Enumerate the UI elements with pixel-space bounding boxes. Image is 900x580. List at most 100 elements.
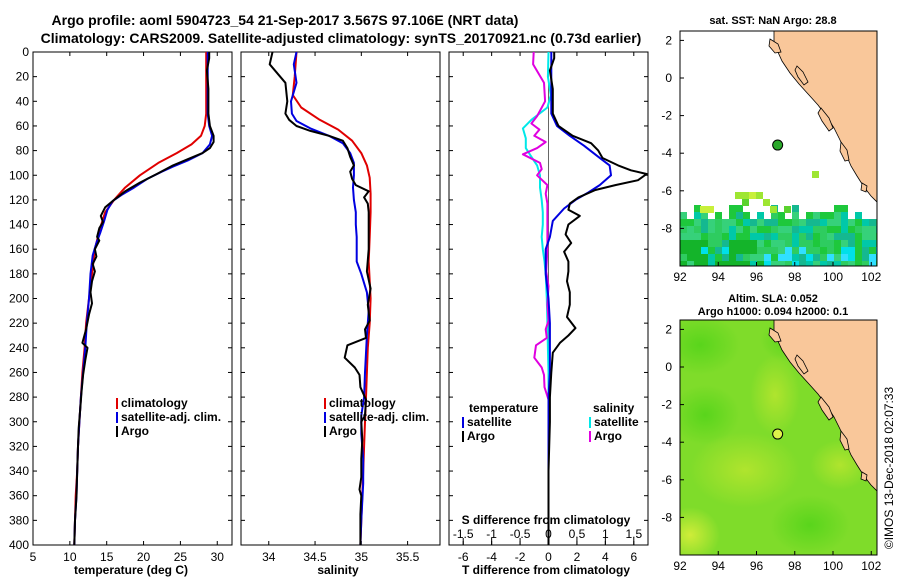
map-y-tick-label: 0 [665, 71, 672, 85]
sst-pixel [827, 219, 834, 226]
sst-pixel [813, 254, 820, 261]
sst-pixel [806, 247, 813, 254]
y-tick-label: 260 [9, 365, 29, 379]
y-tick-label: 220 [9, 316, 29, 330]
sst-pixel [820, 247, 827, 254]
sla-blob [770, 495, 850, 555]
x-tick-label: 30 [211, 550, 225, 564]
figure-title-line1: Argo profile: aoml 5904723_54 21-Sep-201… [52, 12, 519, 28]
sst-pixel [771, 219, 778, 226]
sst-pixel [694, 219, 701, 226]
legend-label-s_argo: Argo [594, 429, 622, 443]
sst-pixel [869, 254, 876, 261]
sst-pixel [869, 240, 876, 247]
sst-pixel [680, 219, 687, 226]
y-tick-label: 380 [9, 513, 29, 527]
map-y-tick-label: 2 [665, 33, 672, 47]
sst-pixel [771, 226, 778, 233]
sst-pixel [694, 240, 701, 247]
sst-pixel [743, 240, 750, 247]
sst-pixel [750, 219, 757, 226]
legend-label-t_argo: Argo [467, 429, 495, 443]
sst-pixel [729, 219, 736, 226]
sst-pixel [729, 247, 736, 254]
sst-pixel [736, 247, 743, 254]
sst-pixel [764, 247, 771, 254]
sst-pixel [687, 240, 694, 247]
y-tick-label: 140 [9, 218, 29, 232]
sla-map-frame [679, 319, 878, 556]
sst-land-enggano [860, 182, 868, 193]
sst-pixel [869, 261, 876, 266]
sst-pixels [680, 171, 877, 266]
sst-pixel [708, 226, 715, 233]
sst-pixel [757, 261, 764, 266]
sst-pixel [778, 212, 785, 219]
sst-pixel [792, 205, 799, 212]
sst-pixel [799, 247, 806, 254]
sst-pixel [806, 240, 813, 247]
sst-pixel [820, 261, 827, 266]
sla-argo-location-marker [772, 428, 784, 440]
sst-pixel [680, 226, 687, 233]
temperature-plot-area [32, 51, 233, 546]
sst-pixel [771, 254, 778, 261]
sst-pixel [729, 233, 736, 240]
sst-pixel [813, 261, 820, 266]
x-tick-label: 34.5 [303, 550, 327, 564]
sst-pixel [701, 219, 708, 226]
sst-pixel [820, 254, 827, 261]
sst-pixel [715, 212, 722, 219]
sst-pixel [862, 240, 869, 247]
map-y-tick-label: -8 [661, 221, 672, 235]
legend-label-satellite: satellite-adj. clim. [329, 410, 429, 424]
sst-pixel [785, 247, 792, 254]
sst-pixel [827, 226, 834, 233]
sst-pixel [680, 247, 687, 254]
y-tick-label: 200 [9, 292, 29, 306]
sst-pixel [834, 226, 841, 233]
sst-pixel [701, 212, 708, 219]
sst-pixel [680, 233, 687, 240]
sst-pixel [841, 205, 848, 212]
sst-pixel [869, 247, 876, 254]
difference-legend: temperature salinitysatelliteArgosatellit… [462, 401, 639, 443]
sst-pixel [841, 226, 848, 233]
sst-pixel [680, 261, 687, 266]
x-tick-label: -6 [458, 550, 469, 564]
sst-pixel [694, 247, 701, 254]
sst-pixel [708, 240, 715, 247]
sla-blob [680, 507, 720, 555]
sst-pixel [806, 254, 813, 261]
y-tick-label: 240 [9, 341, 29, 355]
sst-pixel [862, 226, 869, 233]
sst-pixel [701, 240, 708, 247]
difference-xlabel: T difference from climatology [462, 563, 630, 577]
sst-pixel [855, 219, 862, 226]
map-y-tick-label: 0 [665, 360, 672, 374]
difference-panel: -6 -4 -2 0 2 4 6-1.5 -1 -0.5 0 0.5 1 1.5 temperature… [448, 51, 649, 577]
sst-pixel [778, 254, 785, 261]
sst-pixel [680, 212, 687, 219]
sst-pixel [862, 247, 869, 254]
y-tick-label: 0 [22, 45, 29, 59]
legend-right-title: salinity [593, 401, 635, 415]
sst-pixel [827, 233, 834, 240]
y-tick-label: 340 [9, 464, 29, 478]
sst-pixel [792, 247, 799, 254]
temperature-ticks: 0 20 40 60 80 100 120 140 160 180 200 220 240 260 280 3… [9, 45, 232, 564]
x-tick-label: 20 [137, 550, 151, 564]
sst-pixel [771, 240, 778, 247]
sst-land-pagai [839, 140, 850, 162]
sst-pixel [806, 212, 813, 219]
sst-pixel [869, 233, 876, 240]
sst-pixel [848, 247, 855, 254]
sst-pixel [687, 219, 694, 226]
y-tick-label: 320 [9, 439, 29, 453]
sst-pixel [834, 254, 841, 261]
sst-pixel [834, 233, 841, 240]
x-tick-label: 4 [602, 550, 609, 564]
sst-pixel [806, 219, 813, 226]
sst-map-title: sat. SST: NaN Argo: 28.8 [709, 15, 836, 27]
series-line-s_argo [521, 52, 550, 496]
